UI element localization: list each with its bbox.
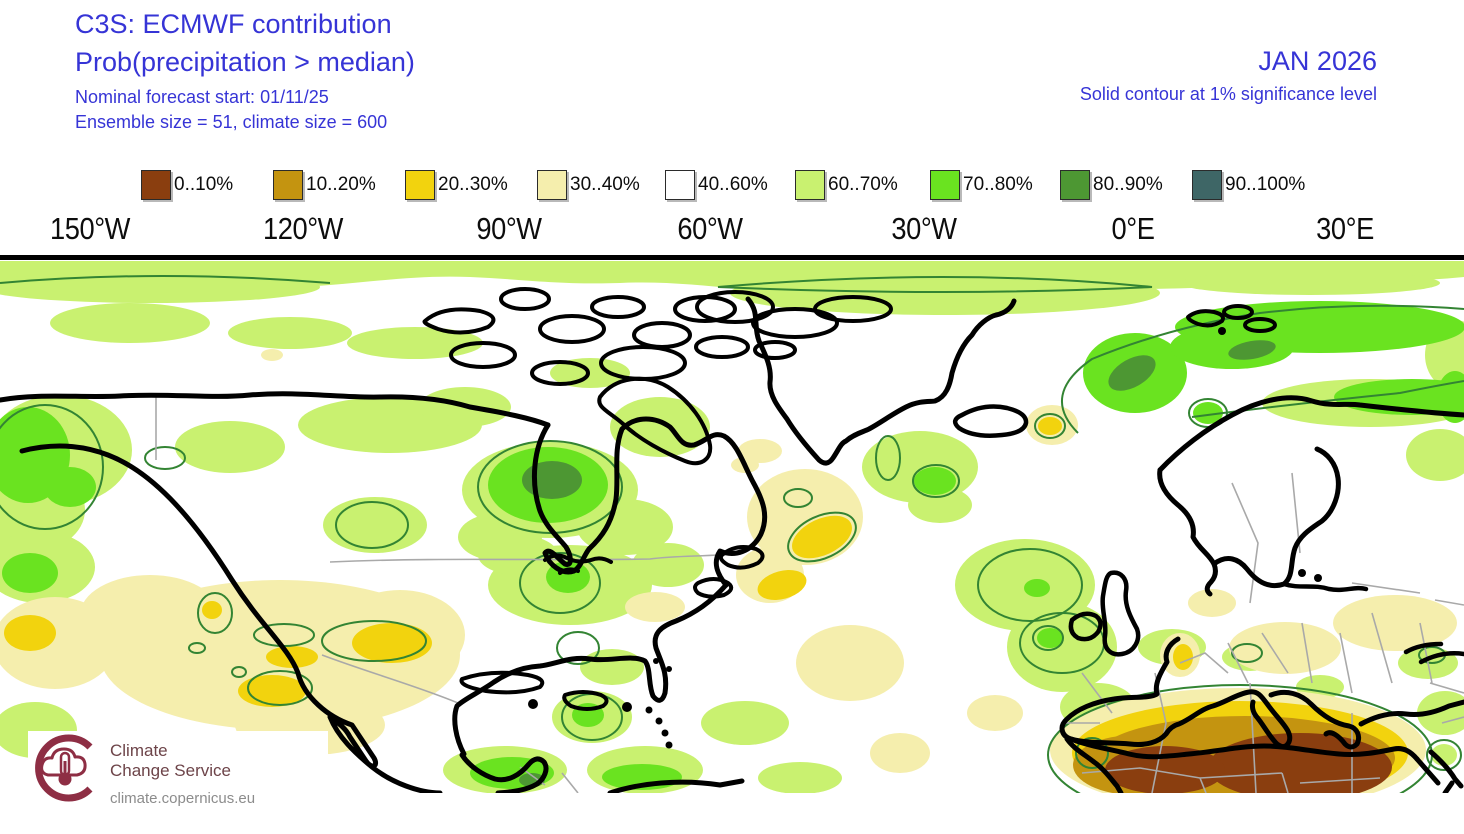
legend-swatch (537, 170, 567, 200)
legend-item: 10..20% (273, 168, 376, 202)
longitude-tick-label: 90°W (476, 211, 542, 246)
legend-swatch (930, 170, 960, 200)
legend-item: 60..70% (795, 168, 898, 202)
longitude-tick-label: 60°W (677, 211, 743, 246)
legend-swatch (795, 170, 825, 200)
legend-label: 0..10% (174, 174, 234, 195)
coastlines (0, 296, 1464, 793)
forecast-start-note: Nominal forecast start: 01/11/25 (75, 87, 329, 107)
legend-swatch (405, 170, 435, 200)
legend-swatch (1060, 170, 1090, 200)
legend-swatch (273, 170, 303, 200)
significance-note: Solid contour at 1% significance level (1079, 84, 1377, 104)
legend-item: 20..30% (405, 168, 508, 202)
page-title: C3S: ECMWF contribution (75, 9, 392, 39)
legend-label: 90..100% (1225, 174, 1306, 195)
legend-label: 20..30% (438, 174, 508, 195)
legend-label: 30..40% (570, 174, 640, 195)
legend: 0..10% 10..20% 20..30% 30..40% 40..60% 60..70… (0, 168, 1464, 204)
legend-item: 80..90% (1060, 168, 1163, 202)
longitude-tick-label: 0°E (1111, 211, 1155, 246)
longitude-tick-label: 30°E (1316, 211, 1374, 246)
legend-item: 70..80% (930, 168, 1033, 202)
legend-swatch (665, 170, 695, 200)
legend-label: 70..80% (963, 174, 1033, 195)
probability-map-canvas (0, 255, 1464, 793)
forecast-map (0, 255, 1464, 793)
legend-label: 60..70% (828, 174, 898, 195)
copernicus-logo: Climate Change Service climate.copernicu… (28, 731, 328, 815)
longitude-tick-label: 120°W (263, 211, 343, 246)
legend-swatch (141, 170, 171, 200)
map-top-border (0, 255, 1464, 260)
climate-change-service-icon (35, 734, 93, 802)
legend-item: 40..60% (665, 168, 768, 202)
logo-text-line1: Climate (110, 741, 168, 760)
ensemble-size-note: Ensemble size = 51, climate size = 600 (75, 112, 388, 132)
logo-text-line2: Change Service (110, 761, 231, 780)
legend-label: 80..90% (1093, 174, 1163, 195)
variable-subtitle: Prob(precipitation > median) (75, 47, 415, 77)
legend-label: 40..60% (698, 174, 768, 195)
small-islands (528, 327, 1322, 749)
legend-swatch (1192, 170, 1222, 200)
island-coastlines (422, 287, 1277, 711)
legend-label: 10..20% (306, 174, 376, 195)
legend-item: 30..40% (537, 168, 640, 202)
longitude-axis: 150°W 120°W 90°W 60°W 30°W 0°E 30°E (0, 211, 1464, 251)
logo-url: climate.copernicus.eu (110, 790, 256, 807)
legend-item: 90..100% (1192, 168, 1305, 202)
longitude-tick-label: 30°W (891, 211, 957, 246)
legend-item: 0..10% (141, 168, 233, 202)
valid-month-label: JAN 2026 (1258, 46, 1377, 76)
longitude-tick-label: 150°W (50, 211, 130, 246)
